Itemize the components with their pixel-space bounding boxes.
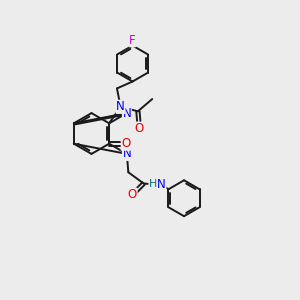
Text: O: O <box>135 122 144 135</box>
Text: H: H <box>149 179 158 189</box>
Text: N: N <box>157 178 166 191</box>
Text: O: O <box>128 188 137 201</box>
Text: N: N <box>122 106 131 120</box>
Text: F: F <box>129 34 136 47</box>
Text: N: N <box>122 147 131 161</box>
Text: O: O <box>121 137 130 150</box>
Text: N: N <box>116 100 125 113</box>
